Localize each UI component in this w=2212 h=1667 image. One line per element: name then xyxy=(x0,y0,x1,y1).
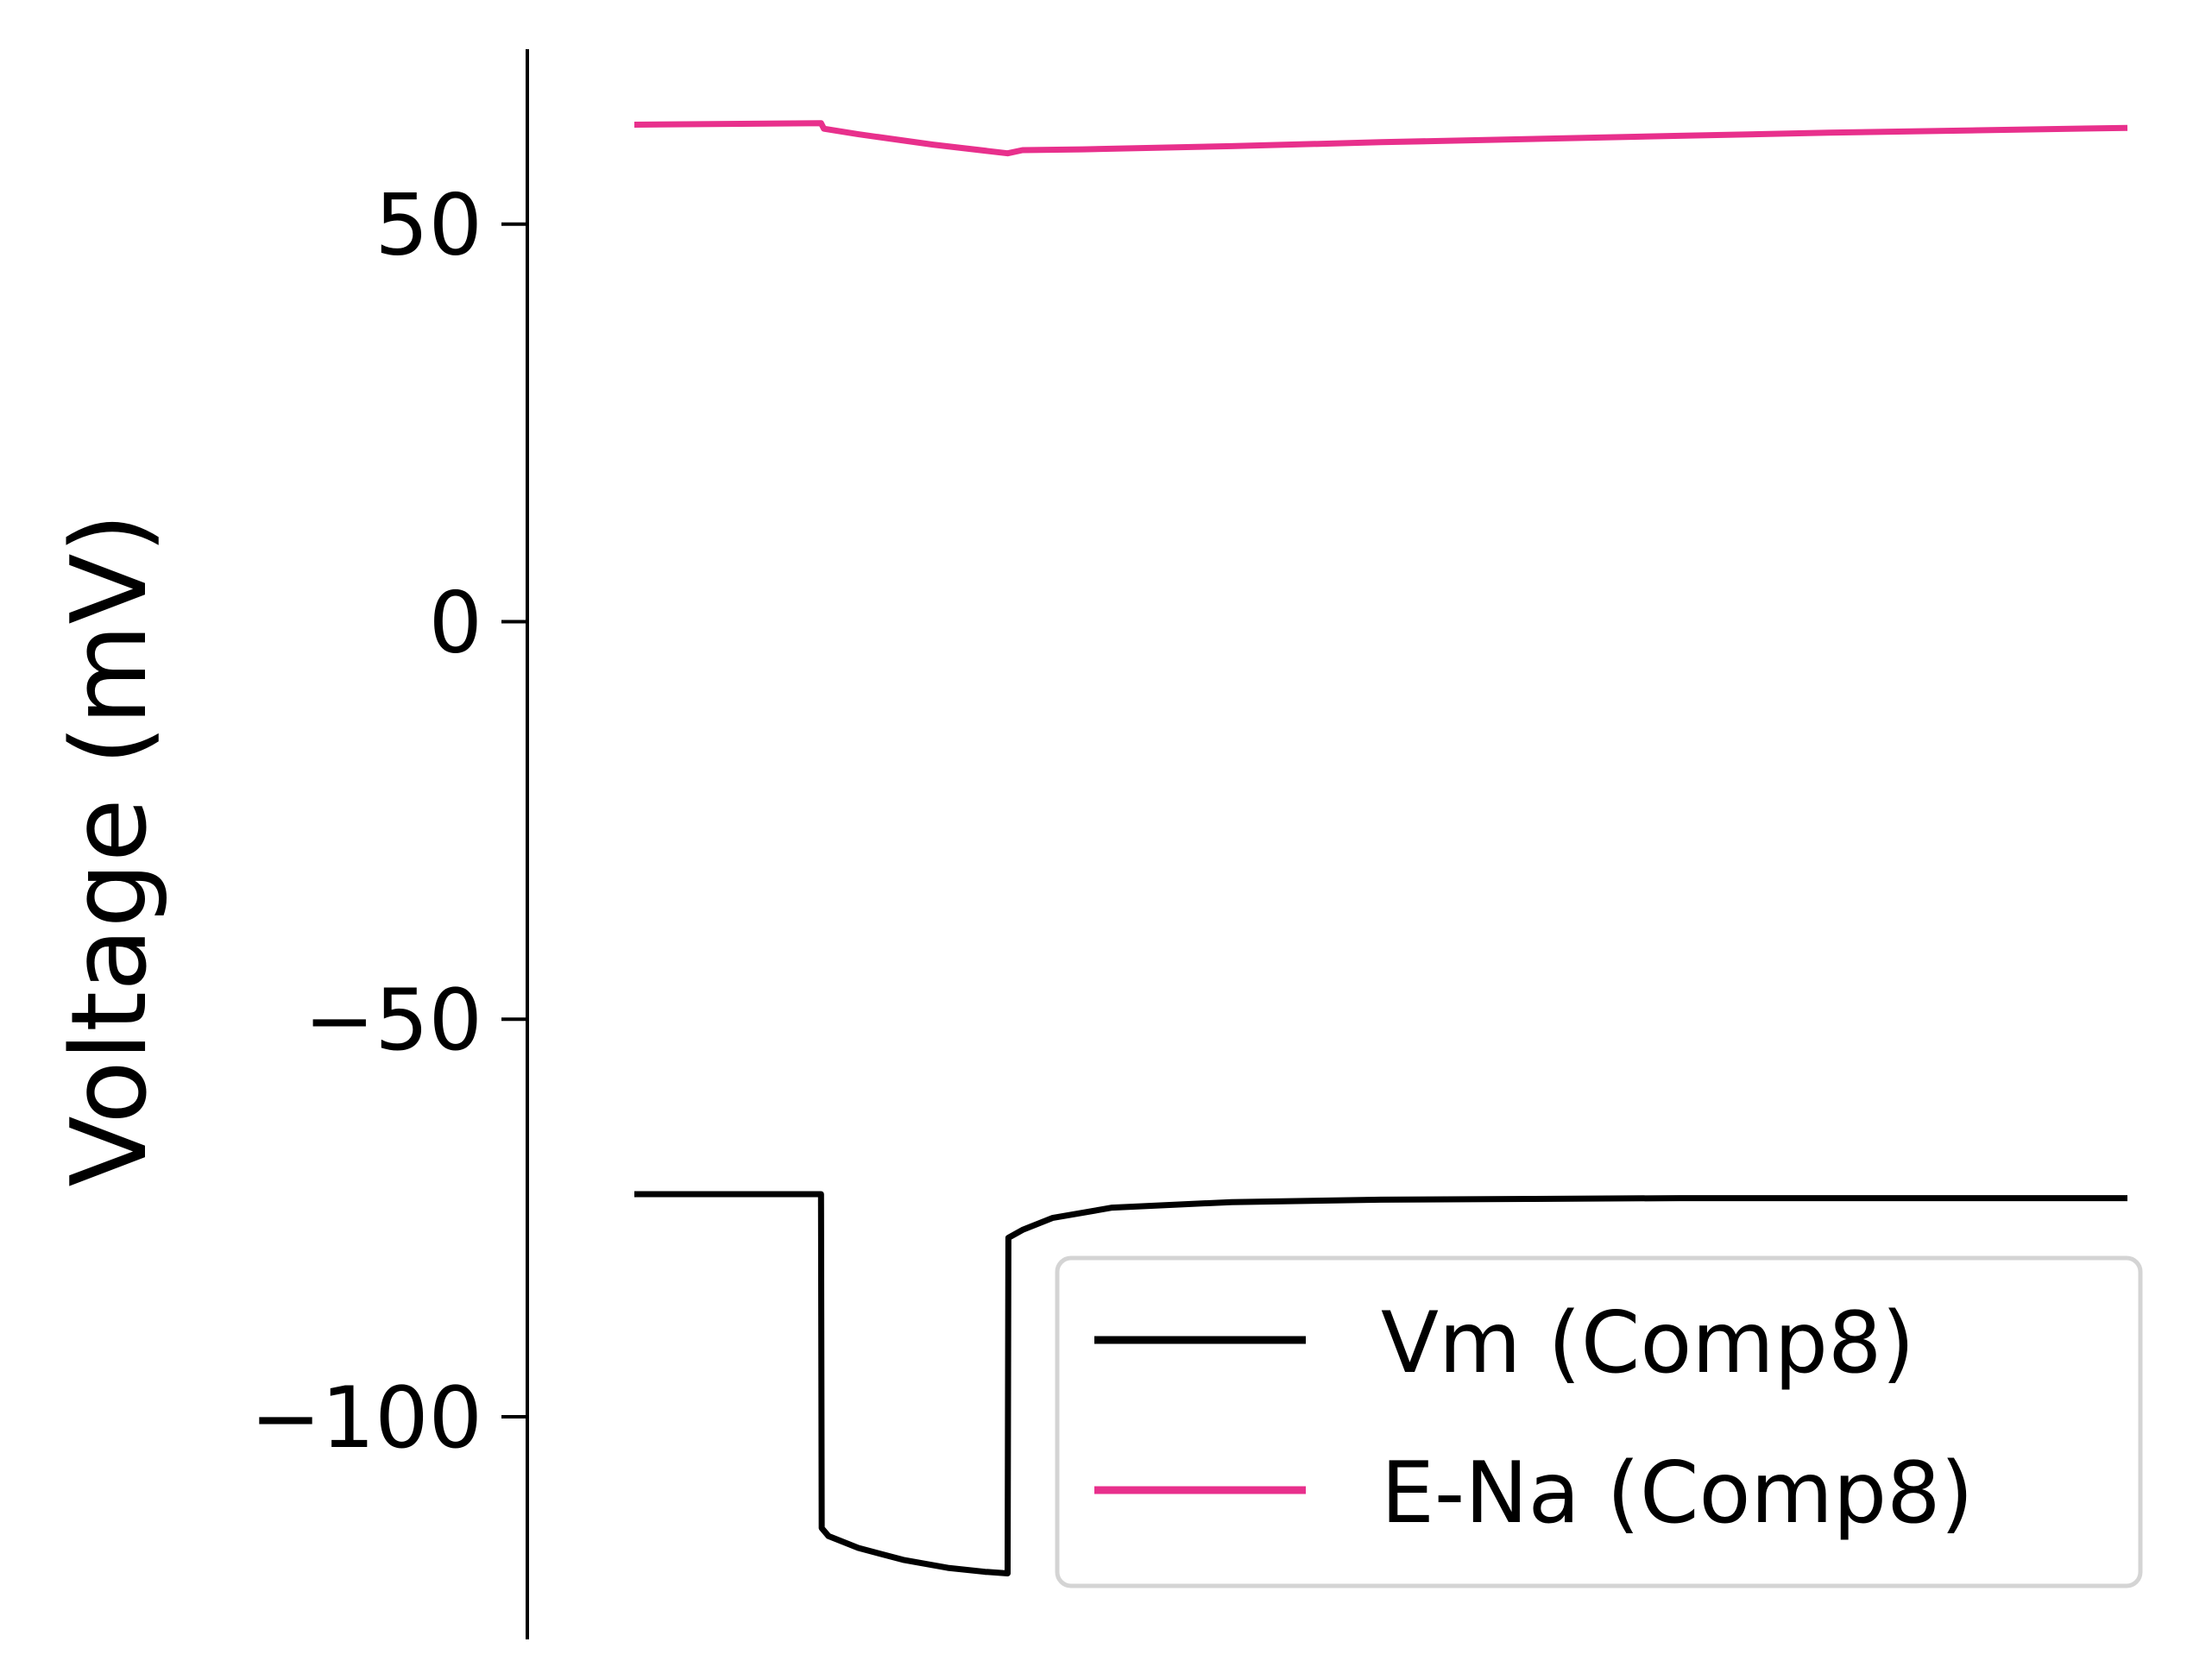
legend-frame xyxy=(1055,1255,2143,1588)
y-tick-label: 0 xyxy=(429,574,482,672)
y-axis-ticks: 50 0 −50 −100 xyxy=(250,177,527,1468)
series-line-ena xyxy=(633,120,2128,157)
y-tick-label: 50 xyxy=(375,177,482,275)
y-tick-label: −100 xyxy=(250,1369,482,1468)
y-tick-label: −50 xyxy=(304,972,482,1070)
legend-label-vm: Vm (Comp8) xyxy=(1381,1294,1915,1393)
series-line-vm xyxy=(634,1191,2127,1576)
plot-area xyxy=(633,120,2128,1576)
legend-label-ena: E-Na (Comp8) xyxy=(1381,1444,1974,1543)
legend: Vm (Comp8) E-Na (Comp8) xyxy=(1055,1255,2143,1588)
y-axis-label: Voltage (mV) xyxy=(50,513,170,1187)
